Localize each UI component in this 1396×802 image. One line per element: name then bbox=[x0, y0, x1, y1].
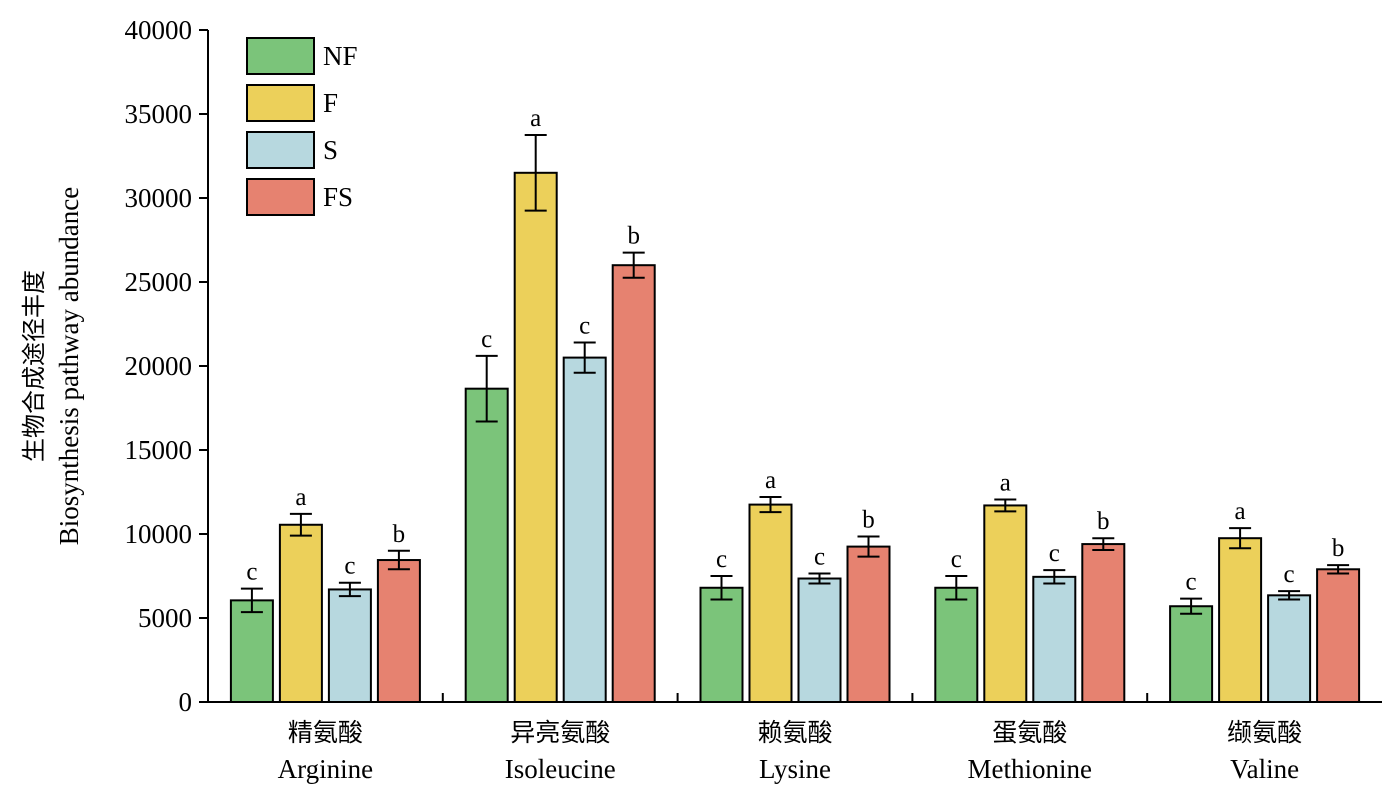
y-tick-label: 5000 bbox=[138, 603, 192, 633]
x-tick-label-cn: 赖氨酸 bbox=[757, 718, 832, 747]
bar-s bbox=[797, 577, 842, 704]
y-tick-label: 15000 bbox=[125, 435, 193, 465]
bar-f bbox=[748, 503, 793, 703]
x-tick-label-en: Methionine bbox=[968, 754, 1092, 784]
x-tick-label-cn: 异亮氨酸 bbox=[510, 718, 610, 747]
x-tick-label-cn: 缬氨酸 bbox=[1227, 718, 1302, 747]
significance-letter: a bbox=[530, 105, 541, 132]
significance-letter: a bbox=[1235, 498, 1246, 525]
significance-letter: c bbox=[246, 559, 257, 586]
legend-swatch-fs bbox=[246, 178, 315, 216]
legend-swatch-f bbox=[246, 84, 315, 122]
y-axis-label-cn: 生物合成途径丰度 bbox=[20, 270, 48, 462]
bar-nf bbox=[1169, 605, 1214, 703]
legend-label-s: S bbox=[323, 135, 338, 165]
bar-s bbox=[562, 356, 607, 703]
significance-letter: c bbox=[1284, 561, 1295, 588]
significance-letter: c bbox=[951, 546, 962, 573]
significance-letter: c bbox=[481, 326, 492, 353]
legend-swatch-nf bbox=[246, 37, 315, 75]
legend-label-nf: NF bbox=[323, 41, 358, 71]
bar-s bbox=[327, 588, 372, 703]
legend-label-fs: FS bbox=[323, 182, 353, 212]
bar-f bbox=[513, 171, 558, 704]
significance-letter: c bbox=[716, 546, 727, 573]
x-tick-label-cn: 精氨酸 bbox=[288, 718, 363, 747]
significance-letter: b bbox=[1097, 508, 1110, 535]
significance-letter: c bbox=[814, 543, 825, 570]
bar-nf bbox=[699, 586, 744, 704]
bar-s bbox=[1267, 594, 1312, 704]
bar-nf bbox=[229, 599, 274, 703]
x-tick-label-cn: 蛋氨酸 bbox=[992, 718, 1067, 747]
bars-layer: c a c b c a c b c a c b c a c b c a c b bbox=[229, 105, 1361, 704]
y-tick-label: 25000 bbox=[125, 267, 193, 297]
bar-fs bbox=[1316, 568, 1361, 704]
significance-letter: a bbox=[295, 484, 306, 511]
significance-letter: a bbox=[1000, 470, 1011, 497]
legend: NF FS FS bbox=[246, 37, 358, 216]
significance-letter: b bbox=[1332, 535, 1345, 562]
y-tick-label: 30000 bbox=[125, 183, 193, 213]
legend-label-f: F bbox=[323, 88, 338, 118]
bar-fs bbox=[1081, 543, 1126, 704]
bar-nf bbox=[934, 586, 979, 704]
legend-swatch-s bbox=[246, 131, 315, 169]
significance-letter: b bbox=[627, 223, 640, 250]
y-tick-label: 35000 bbox=[125, 99, 193, 129]
significance-letter: c bbox=[1186, 569, 1197, 596]
significance-letter: c bbox=[1049, 540, 1060, 567]
significance-letter: c bbox=[344, 553, 355, 580]
x-tick-label-en: Arginine bbox=[278, 754, 374, 784]
y-tick-label: 20000 bbox=[125, 351, 193, 381]
bar-fs bbox=[611, 264, 656, 703]
bar-fs bbox=[376, 559, 421, 703]
bar-f bbox=[1218, 537, 1263, 704]
y-axis-label-en: Biosynthesis pathway abundance bbox=[54, 187, 84, 545]
significance-letter: b bbox=[393, 521, 406, 548]
bar-s bbox=[1032, 575, 1077, 704]
y-tick-label: 10000 bbox=[125, 519, 193, 549]
bar-f bbox=[983, 504, 1028, 703]
bar-fs bbox=[846, 545, 891, 703]
significance-letter: a bbox=[765, 467, 776, 494]
axes-layer: 精氨酸 Arginine 异亮氨酸 Isoleucine 赖氨酸 Lysine 蛋氨酸 Met… bbox=[125, 15, 1382, 784]
significance-letter: b bbox=[862, 507, 875, 534]
x-tick-label-en: Isoleucine bbox=[505, 754, 616, 784]
y-tick-label: 0 bbox=[179, 687, 193, 717]
x-tick-label-en: Valine bbox=[1230, 754, 1299, 784]
bar-f bbox=[278, 523, 323, 704]
y-tick-label: 40000 bbox=[125, 15, 193, 45]
significance-letter: c bbox=[579, 312, 590, 339]
bar-nf bbox=[464, 387, 509, 703]
x-tick-label-en: Lysine bbox=[759, 754, 831, 784]
